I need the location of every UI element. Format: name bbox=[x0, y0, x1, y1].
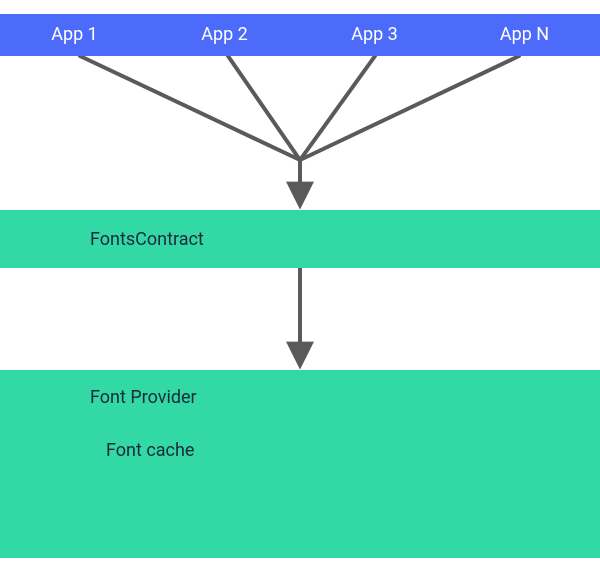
app-box-2: App 2 bbox=[150, 14, 300, 56]
fonts-contract-label: FontsContract bbox=[0, 229, 204, 250]
font-cache-label: Font cache bbox=[0, 440, 194, 461]
fonts-contract-bar: FontsContract bbox=[0, 210, 600, 268]
apps-row: App 1App 2App 3App N bbox=[0, 14, 600, 56]
bottom-block bbox=[0, 476, 600, 558]
font-provider-label: Font Provider bbox=[0, 387, 197, 408]
app-box-1: App 1 bbox=[0, 14, 150, 56]
font-cache-bar: Font cache bbox=[0, 424, 600, 476]
app-box-4: App N bbox=[450, 14, 600, 56]
font-provider-bar: Font Provider bbox=[0, 370, 600, 424]
diagram-canvas: App 1App 2App 3App N FontsContract Font … bbox=[0, 0, 600, 574]
app-box-3: App 3 bbox=[300, 14, 450, 56]
